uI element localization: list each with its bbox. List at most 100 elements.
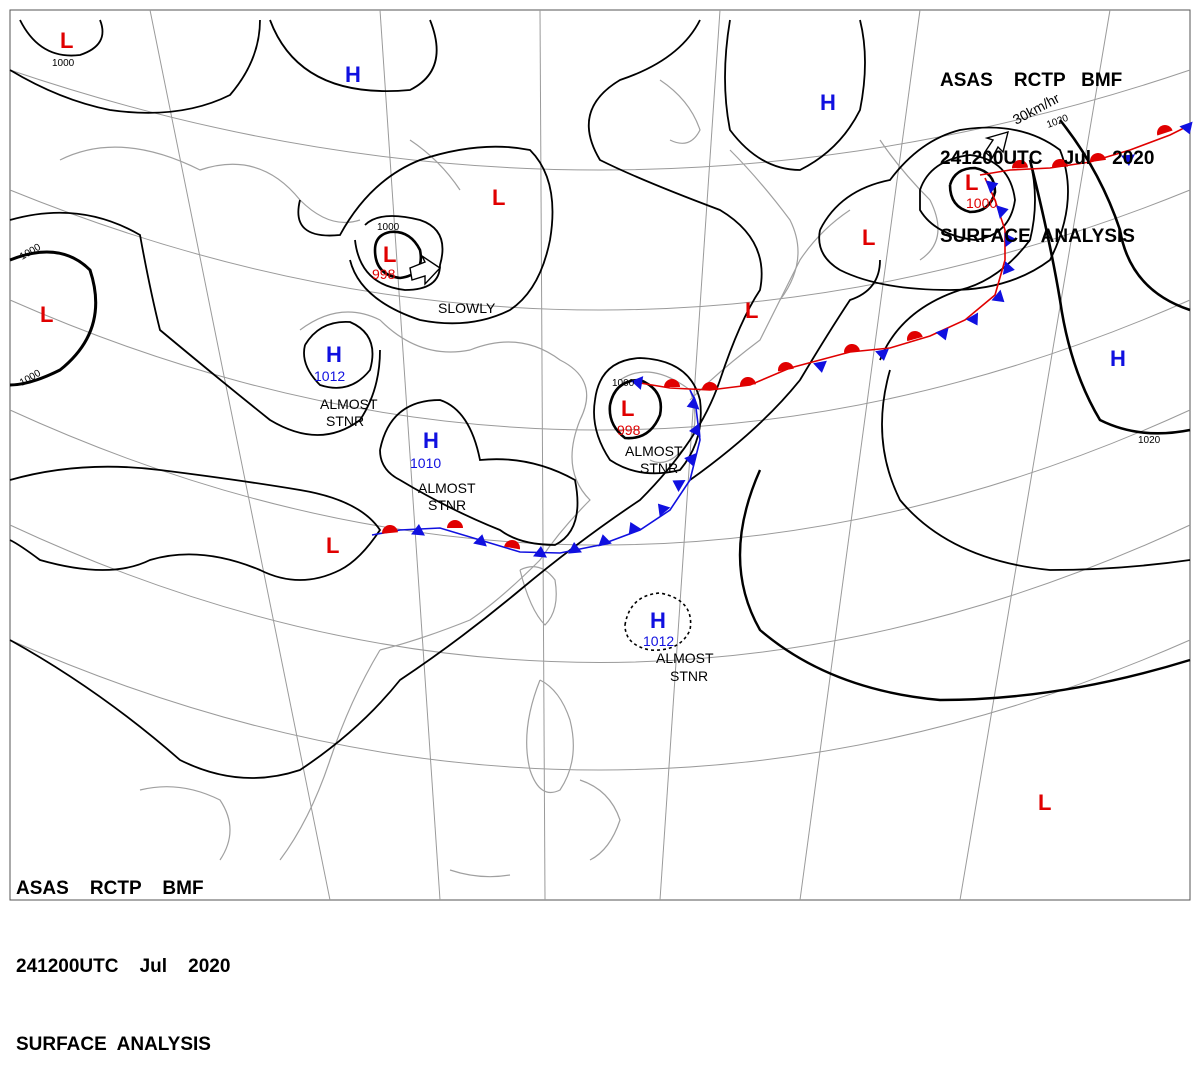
high-center-pacific: H <box>1110 346 1126 371</box>
front-cold-triangle <box>684 453 697 467</box>
front-cold-triangle <box>689 423 701 437</box>
pressure-values: 1012 1010 1012 998 998 1000 <box>314 195 997 649</box>
pressure-centers: H H H H H H L L L L L L L L L L <box>40 28 1126 815</box>
isobar-tl-band <box>9 19 261 114</box>
isobar-pacific-1020-a <box>1058 119 1191 312</box>
front-cold-triangle <box>568 542 582 554</box>
header-bottom-line1: ASAS RCTP BMF <box>16 878 204 899</box>
isobar-h1012 <box>303 321 374 389</box>
pressure-h-philippine-sea: 1012 <box>643 633 674 649</box>
front-cold-triangle <box>991 289 1005 303</box>
isobar-label-mongolia: 1000 <box>377 222 400 233</box>
annotation-stnr-ph: STNR <box>670 668 708 684</box>
pressure-h-china: 1010 <box>410 455 441 471</box>
pressure-h-central: 1012 <box>314 368 345 384</box>
low-center-korea: L <box>621 396 634 421</box>
low-center-pacific-south: L <box>1038 790 1051 815</box>
header-bottom-line2: 241200UTC Jul 2020 <box>16 956 231 977</box>
front-warm-semicircle <box>1012 160 1028 169</box>
front-warm-semicircle <box>664 379 680 387</box>
isobar-korea-low-inner <box>608 378 663 440</box>
isobar-label-west-top: 1000 <box>18 242 43 263</box>
front-cold-triangle <box>686 396 700 410</box>
high-center-central: H <box>326 342 342 367</box>
isobar-big-trough <box>9 19 763 779</box>
chart-header-top: ASAS RCTP BMF 241200UTC Jul 2020 SURFACE… <box>940 16 1154 276</box>
isobar-label-topleft: 1000 <box>52 58 75 69</box>
isobar-kamchatka <box>724 19 866 171</box>
pressure-l-okhotsk: 1000 <box>966 195 997 211</box>
front-cold-triangle <box>935 327 949 341</box>
motion-arrow-slowly <box>409 253 442 286</box>
pressure-l-mongolia: 998 <box>372 266 396 282</box>
front-cold-triangle <box>985 180 999 194</box>
front-warm-semicircle <box>778 362 794 372</box>
isobar-okhotsk-mid <box>919 154 1016 241</box>
front-warm-semicircle <box>907 331 923 342</box>
front-cold-triangle <box>1002 261 1015 275</box>
front-warm-semicircle <box>1090 153 1106 163</box>
isobar-pacific-east <box>879 159 1036 361</box>
surface-analysis-map: H H H H H H L L L L L L L L L L 1012 101… <box>9 9 1193 901</box>
front-warm-semicircle <box>504 540 520 550</box>
isobar-label-korea: 1000 <box>612 378 635 389</box>
low-center-north: L <box>492 185 505 210</box>
isobar-west-band <box>9 211 381 436</box>
front-cold-triangle <box>631 376 644 390</box>
isobar-h1010 <box>379 399 579 546</box>
front-cold-triangle <box>473 534 487 547</box>
isobar-h1012-dotted <box>624 592 692 651</box>
motion-arrow-okhotsk <box>984 130 1009 160</box>
front-stationary-pacific-line <box>979 124 1191 176</box>
front-warm-semicircle <box>382 525 398 534</box>
isobar-pacific-south <box>738 469 1191 702</box>
isobar-west-low-1000 <box>9 250 98 387</box>
front-cold-triangle <box>628 522 642 535</box>
header-top-line2: 241200UTC Jul 2020 <box>940 148 1155 169</box>
isobar-mongolia-inner <box>354 215 444 291</box>
front-warm-semicircle <box>1052 159 1068 168</box>
coastlines <box>59 79 939 878</box>
front-warm-semicircle <box>447 520 463 528</box>
low-center-west: L <box>40 302 53 327</box>
front-cold-triangle <box>533 546 547 558</box>
front-cold-triangle <box>1004 233 1016 247</box>
annotation-slowly: SLOWLY <box>438 300 496 316</box>
front-cold-triangle <box>996 205 1009 219</box>
low-center-sea-of-japan: L <box>745 298 758 323</box>
annotation-stnr-central: STNR <box>326 413 364 429</box>
annotation-almost-central: ALMOST <box>320 396 378 412</box>
chart-header-bottom: ASAS RCTP BMF 241200UTC Jul 2020 SURFACE… <box>16 824 230 1084</box>
front-cold-triangle <box>598 534 612 547</box>
fronts <box>371 121 1193 558</box>
isobar-south-band <box>9 465 382 581</box>
isobar-okhotsk-1000 <box>948 166 997 214</box>
annotation-almost-korea: ALMOST <box>625 443 683 459</box>
front-warm-semicircle <box>702 382 718 390</box>
high-center-north: H <box>345 62 361 87</box>
high-center-philippine-sea: H <box>650 608 666 633</box>
front-cold-triangle <box>965 312 979 326</box>
header-top-line1: ASAS RCTP BMF <box>940 70 1123 91</box>
front-cold-triangle <box>672 479 686 493</box>
pressure-l-korea: 998 <box>617 422 641 438</box>
isobar-japan-band <box>689 259 881 481</box>
low-center-okhotsk-west: L <box>862 225 875 250</box>
annotation-almost-ph: ALMOST <box>656 650 714 666</box>
low-center-southwest: L <box>326 533 339 558</box>
annotation-stnr-china: STNR <box>428 497 466 513</box>
annotation-almost-china: ALMOST <box>418 480 476 496</box>
front-cold-triangle <box>875 348 889 361</box>
map-frame <box>9 9 1191 901</box>
isobar-mongolia-1000 <box>373 230 423 280</box>
high-center-china: H <box>423 428 439 453</box>
isobar-l-topleft <box>19 19 104 57</box>
low-center-mongolia: L <box>383 242 396 267</box>
header-bottom-line3: SURFACE ANALYSIS <box>16 1034 211 1055</box>
front-warm-semicircle <box>1157 125 1173 136</box>
latlon-grid <box>9 9 1191 901</box>
front-cold-triangle <box>1179 121 1193 135</box>
header-top-line3: SURFACE ANALYSIS <box>940 226 1135 247</box>
front-cold-triangle <box>657 503 671 517</box>
annotation-stnr-korea: STNR <box>640 460 678 476</box>
